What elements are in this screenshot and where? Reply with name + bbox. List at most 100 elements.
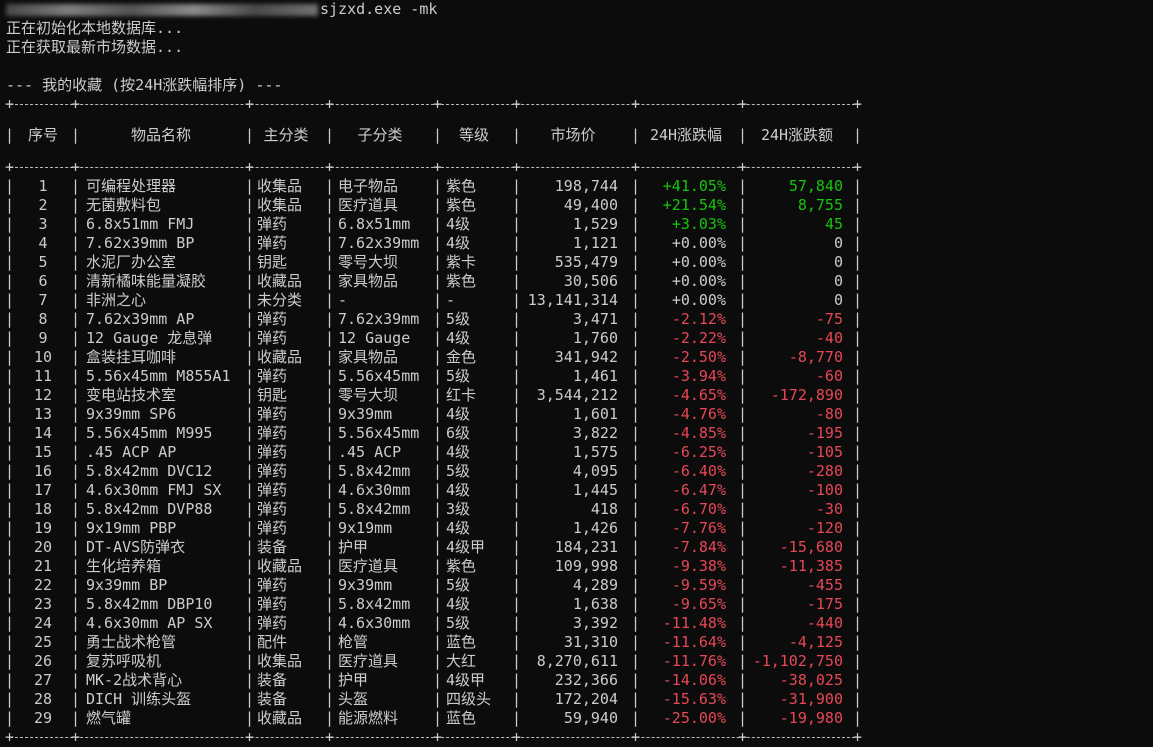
column-separator: | [245,690,255,708]
cell-sub: 4.6x30mm [338,614,411,632]
cell-pct: +0.00% [671,272,726,290]
cell-no: 6 [38,272,48,290]
cell-sub: 医疗道具 [338,196,399,214]
column-separator: | [245,614,255,632]
column-separator: | [631,557,641,575]
column-separator: | [433,291,443,309]
column-header[interactable]: 24H涨跌幅 [649,126,723,144]
column-separator: | [631,709,641,727]
cell-grade: 5级 [446,462,471,480]
column-header[interactable]: 等级 [458,126,489,144]
cell-no: 28 [33,690,53,708]
cell-grade: 5级 [446,614,471,632]
cell-grade: 5级 [446,367,471,385]
column-separator: | [245,519,255,537]
column-separator: | [245,367,255,385]
cell-amt: -455 [806,576,843,594]
column-separator: | [631,481,641,499]
cell-amt: -60 [815,367,843,385]
cell-pct: -7.76% [671,519,726,537]
column-separator: | [738,291,748,309]
column-header[interactable]: 子分类 [357,126,403,144]
cell-cat: 收藏品 [257,709,303,727]
cell-no: 21 [33,557,53,575]
table-header-border: + + + + + + + + + [5,158,863,177]
cell-pct: -4.85% [671,424,726,442]
column-separator: | [631,310,641,328]
column-separator: | [631,234,641,252]
cell-price: 3,392 [572,614,618,632]
column-separator: | [853,633,863,651]
table-corner: + [71,95,81,113]
cell-cat: 收集品 [257,652,303,670]
table-row: | | | | | | | | | 16 5.8x42mm DVC12 弹药 5.8x42mm 5级 4,0… [5,462,862,481]
cell-name: 7.62x39mm BP [86,234,195,252]
cell-price: 31,310 [563,633,618,651]
cell-amt: -30 [815,500,843,518]
cell-sub: 家具物品 [338,272,399,290]
table-corner: + [71,728,81,746]
column-separator: | [5,126,15,144]
cell-pct: -15.63% [662,690,726,708]
column-separator: | [71,424,81,442]
table-corner: + [853,728,863,746]
cell-pct: +0.00% [671,253,726,271]
column-separator: | [71,329,81,347]
column-separator: | [512,291,522,309]
column-separator: | [853,424,863,442]
column-separator: | [5,462,15,480]
column-separator: | [5,291,15,309]
favorites-table: + + + + + + + + + | | | | | | | | | 序号 物品名称 主分类 子分类 等级 市场价 24H涨跌… [5,95,863,747]
cell-amt: -4,125 [788,633,843,651]
table-corner: + [433,728,443,746]
cell-name: 5.8x42mm DBP10 [86,595,213,613]
status-message-fetch: 正在获取最新市场数据... [6,38,184,56]
cell-no: 27 [33,671,53,689]
column-header[interactable]: 市场价 [550,126,596,144]
column-separator: | [738,709,748,727]
column-separator: | [5,633,15,651]
column-separator: | [325,443,335,461]
column-separator: | [738,462,748,480]
column-separator: | [325,386,335,404]
cell-cat: 弹药 [257,215,288,233]
cell-amt: 8,755 [797,196,843,214]
column-separator: | [853,443,863,461]
cell-cat: 钥匙 [257,253,288,271]
cell-name: 4.6x30mm FMJ SX [86,481,222,499]
column-separator: | [245,310,255,328]
column-separator: | [245,386,255,404]
table-corner: + [433,95,443,113]
table-corner: + [853,158,863,176]
table-row: | | | | | | | | | 24 4.6x30mm AP SX 弹药 4.6x30mm 5级 3,3… [5,614,862,633]
cell-no: 2 [38,196,48,214]
column-separator: | [433,253,443,271]
cell-amt: -38,025 [779,671,843,689]
cell-pct: -2.12% [671,310,726,328]
column-separator: | [853,405,863,423]
column-separator: | [512,310,522,328]
column-separator: | [853,519,863,537]
cell-price: 198,744 [554,177,618,195]
cell-amt: -195 [806,424,843,442]
column-separator: | [71,481,81,499]
column-separator: | [433,367,443,385]
column-header[interactable]: 主分类 [263,126,309,144]
table-row: | | | | | | | | | 7 非洲之心 未分类 - - 13,141,314 +0.00% 0 [5,291,862,310]
column-separator: | [738,177,748,195]
column-header[interactable]: 序号 [27,126,58,144]
cell-amt: -8,770 [788,348,843,366]
cell-price: 418 [590,500,618,518]
column-separator: | [512,367,522,385]
cell-pct: -11.48% [662,614,726,632]
column-separator: | [853,652,863,670]
table-row: | | | | | | | | | 10 盒装挂耳咖啡 收藏品 家具物品 金色 341,942 -2.50% -… [5,348,862,367]
column-header[interactable]: 24H涨跌额 [760,126,834,144]
cell-grade: 蓝色 [446,633,477,651]
cell-sub: 9x39mm [338,576,393,594]
cell-pct: -6.70% [671,500,726,518]
cell-pct: -7.84% [671,538,726,556]
column-separator: | [738,253,748,271]
status-message-init: 正在初始化本地数据库... [6,19,184,37]
column-header[interactable]: 物品名称 [130,126,191,144]
